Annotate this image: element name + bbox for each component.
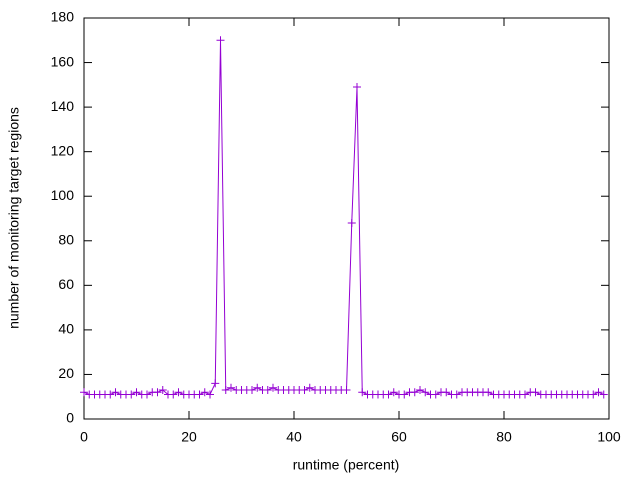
- data-point: [143, 390, 151, 399]
- data-point: [531, 388, 540, 397]
- data-point: [248, 386, 256, 395]
- y-tick-label: 100: [51, 187, 75, 203]
- y-tick-label: 120: [51, 142, 75, 158]
- data-point: [300, 386, 309, 395]
- data-point: [452, 390, 461, 399]
- plot-border: [83, 17, 610, 420]
- x-tick-label: 60: [391, 429, 407, 445]
- data-point: [221, 386, 230, 395]
- data-point: [484, 388, 493, 397]
- data-point: [216, 36, 225, 45]
- y-tick-label: 60: [58, 276, 74, 292]
- data-point: [111, 388, 120, 397]
- y-tick-label: 0: [66, 410, 74, 426]
- data-point: [132, 388, 141, 397]
- data-point: [263, 386, 272, 395]
- data-point: [227, 383, 235, 392]
- data-point: [400, 390, 409, 399]
- y-tick-label: 80: [58, 231, 74, 247]
- y-tick-label: 160: [51, 53, 75, 69]
- data-point: [158, 386, 167, 395]
- data-point: [127, 390, 136, 399]
- x-tick-label: 0: [80, 429, 88, 445]
- data-point: [342, 386, 351, 395]
- data-line: [83, 40, 604, 396]
- data-point: [353, 83, 361, 92]
- data-point: [106, 390, 115, 399]
- data-point: [442, 388, 451, 397]
- data-point: [206, 390, 214, 399]
- data-point: [599, 390, 608, 399]
- data-point: [269, 383, 277, 392]
- data-point: [421, 388, 430, 397]
- y-axis-label: number of monitoring target regions: [6, 107, 22, 329]
- y-tick-label: 40: [58, 321, 74, 337]
- x-tick-label: 80: [496, 429, 512, 445]
- data-point: [416, 386, 424, 395]
- data-point: [431, 390, 440, 399]
- data-point: [347, 218, 356, 227]
- data-point: [169, 390, 178, 399]
- data-point: [384, 390, 393, 399]
- data-point: [305, 383, 314, 392]
- y-tick-label: 20: [58, 365, 74, 381]
- data-point: [521, 390, 529, 399]
- y-tick-label: 180: [51, 9, 75, 25]
- data-point: [358, 388, 367, 397]
- data-point: [253, 383, 262, 392]
- x-axis-label: runtime (percent): [293, 457, 400, 473]
- data-point: [389, 388, 398, 397]
- data-point: [174, 388, 183, 397]
- data-point: [200, 388, 209, 397]
- x-tick-label: 100: [597, 429, 621, 445]
- data-point: [153, 388, 162, 397]
- y-tick-label: 140: [51, 98, 75, 114]
- data-point: [589, 390, 598, 399]
- x-tick-label: 40: [286, 429, 302, 445]
- data-point: [195, 390, 204, 399]
- x-tick-label: 20: [181, 429, 197, 445]
- data-point: [594, 388, 603, 397]
- data-point: [211, 379, 220, 388]
- data-point: [80, 388, 88, 397]
- data-point: [410, 388, 419, 397]
